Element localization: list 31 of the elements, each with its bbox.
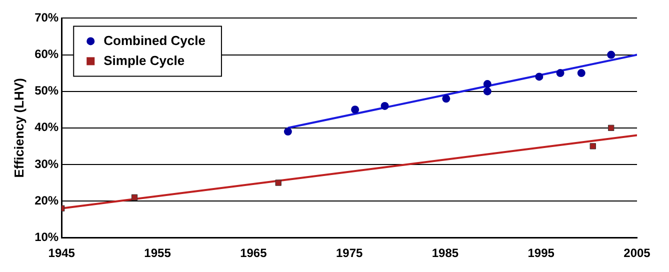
x-tick-label: 2005 <box>624 246 651 260</box>
point <box>131 194 138 200</box>
point <box>351 106 360 114</box>
point <box>556 69 564 78</box>
x-tick-label: 1945 <box>48 246 76 260</box>
x-tick-label: 1975 <box>336 246 363 260</box>
point <box>577 69 586 78</box>
point <box>275 180 282 186</box>
y-tick-label: 30% <box>34 156 59 171</box>
point <box>607 50 616 59</box>
point <box>483 87 492 96</box>
point <box>380 102 389 110</box>
point <box>590 143 596 150</box>
y-tick-label: 70% <box>34 10 59 25</box>
x-tick-label: 1955 <box>144 246 172 260</box>
y-tick-label: 50% <box>34 84 59 98</box>
point <box>608 124 614 131</box>
legend-label: Simple Cycle <box>104 52 185 68</box>
legend-label: Combined Cycle <box>104 32 206 48</box>
point <box>284 128 292 136</box>
x-tick-label: 1985 <box>432 246 459 260</box>
point <box>442 94 450 103</box>
x-tick-label: 1995 <box>528 246 555 260</box>
y-tick-label: 20% <box>34 193 59 208</box>
point <box>483 80 492 88</box>
point <box>535 72 544 81</box>
y-tick-label: 10% <box>34 230 59 244</box>
y-tick-label: 40% <box>34 120 59 134</box>
x-tick-label: 1965 <box>240 246 268 260</box>
y-axis-title: Efficiency (LHV) <box>11 78 26 178</box>
y-tick-label: 60% <box>34 47 59 62</box>
